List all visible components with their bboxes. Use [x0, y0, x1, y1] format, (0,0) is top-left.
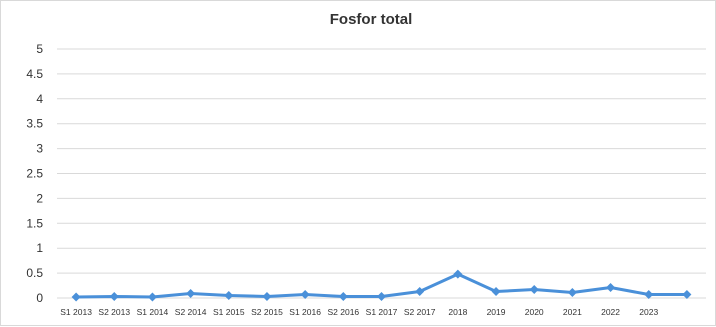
x-tick-label: 2019 [487, 307, 506, 317]
data-point-marker [682, 290, 692, 300]
data-point-marker [338, 292, 348, 302]
y-tick-label: 0.5 [26, 266, 43, 280]
data-point-marker [606, 283, 616, 293]
data-point-marker [109, 292, 119, 302]
y-tick-label: 3.5 [26, 117, 43, 131]
x-tick-label: 2023 [639, 307, 658, 317]
data-point-marker [147, 292, 157, 302]
data-point-marker [567, 288, 577, 298]
x-axis-ticks: S1 2013 S2 2013 S1 2014 S2 2014 S1 2015 S2 20… [60, 307, 658, 317]
x-tick-label: S1 2016 [289, 307, 321, 317]
gridlines [57, 48, 706, 299]
x-tick-label: S1 2017 [366, 307, 398, 317]
x-tick-label: S1 2013 [60, 307, 92, 317]
data-point-marker [644, 290, 654, 300]
y-tick-label: 2.5 [26, 167, 43, 181]
x-tick-label: S1 2014 [137, 307, 169, 317]
x-tick-label: S2 2015 [251, 307, 283, 317]
data-point-marker [415, 287, 425, 297]
data-point-marker [224, 291, 234, 301]
y-tick-label: 3 [36, 142, 43, 156]
data-point-marker [262, 292, 272, 302]
y-tick-label: 1.5 [26, 216, 43, 230]
data-point-marker [71, 292, 81, 302]
data-point-marker [453, 269, 463, 279]
y-tick-label: 0 [36, 291, 43, 305]
data-point-marker [186, 289, 196, 299]
y-tick-label: 4 [36, 92, 43, 106]
y-tick-label: 4.5 [26, 67, 43, 81]
x-tick-label: S1 2015 [213, 307, 245, 317]
y-axis-ticks: 0 0.5 1 1.5 2 2.5 3 3.5 4 4.5 5 [26, 42, 43, 305]
y-tick-label: 1 [36, 241, 43, 255]
series-layer [71, 269, 692, 302]
chart-title: Fosfor total [329, 11, 413, 28]
y-tick-label: 2 [36, 191, 43, 205]
data-point-marker [300, 290, 310, 300]
x-tick-label: S2 2016 [327, 307, 359, 317]
y-tick-label: 5 [36, 42, 43, 56]
data-point-marker [529, 285, 539, 295]
x-tick-label: 2021 [563, 307, 582, 317]
x-tick-label: 2018 [448, 307, 467, 317]
x-tick-label: S2 2013 [98, 307, 130, 317]
x-tick-label: 2022 [601, 307, 620, 317]
x-tick-label: 2020 [525, 307, 544, 317]
x-tick-label: S2 2014 [175, 307, 207, 317]
data-point-marker [377, 292, 386, 302]
data-point-marker [491, 287, 501, 297]
x-tick-label: S2 2017 [404, 307, 436, 317]
